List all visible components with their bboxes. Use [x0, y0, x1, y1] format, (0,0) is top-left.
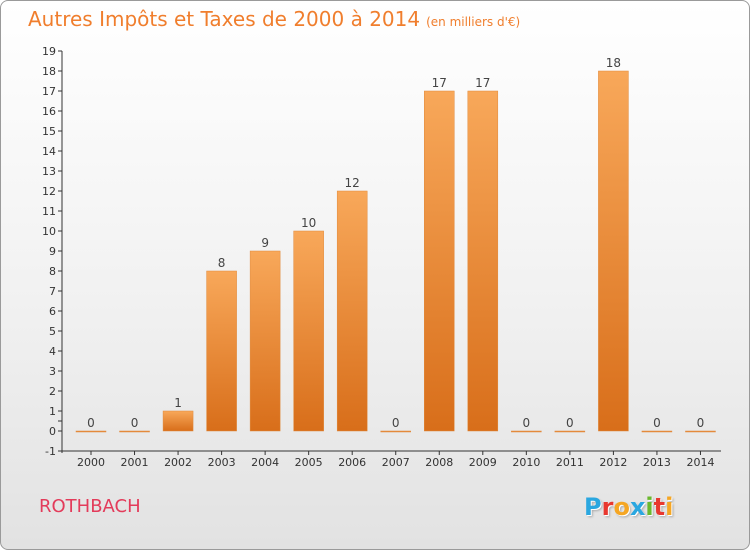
data-label-2003: 8	[218, 256, 226, 270]
bar-2006	[336, 190, 368, 432]
commune-name: ROTHBACH	[39, 496, 141, 517]
y-tick-label: 14	[42, 145, 56, 158]
y-tick-label: 19	[42, 45, 56, 58]
y-tick-label: 7	[49, 285, 56, 298]
logo-letter: x	[629, 493, 646, 521]
chart-bars	[75, 70, 716, 433]
proxiti-logo: Proxiti	[584, 493, 673, 521]
x-tick-label-2010: 2010	[512, 456, 540, 469]
x-tick-label-2004: 2004	[251, 456, 279, 469]
logo-letter: P	[584, 493, 602, 521]
y-tick-label: 17	[42, 85, 56, 98]
data-label-2012: 18	[606, 56, 621, 70]
chart-labels: 0 2000 0 2001 1 2002 8 2003 9 2004 10 2005 12 2006 0 20…	[77, 56, 714, 469]
bar-2003	[206, 270, 237, 432]
y-tick-label: 16	[42, 105, 56, 118]
x-tick-label-2008: 2008	[425, 456, 453, 469]
logo-letter: o	[613, 493, 630, 521]
y-tick-label: 0	[49, 425, 56, 438]
logo-letter: i	[645, 493, 654, 521]
logo-letter: r	[601, 493, 614, 521]
bar-2001	[119, 430, 150, 433]
x-tick-label-2011: 2011	[556, 456, 584, 469]
x-tick-label-2002: 2002	[164, 456, 192, 469]
data-label-2007: 0	[392, 416, 400, 430]
bar-2008	[424, 90, 455, 432]
y-tick-label: 2	[49, 385, 56, 398]
bar-2013	[641, 430, 673, 433]
data-label-2005: 10	[301, 216, 316, 230]
data-label-2013: 0	[653, 416, 661, 430]
x-tick-label-2005: 2005	[295, 456, 323, 469]
y-tick-label: 4	[49, 345, 56, 358]
x-tick-label-2014: 2014	[686, 456, 714, 469]
data-label-2008: 17	[432, 76, 447, 90]
x-tick-label-2007: 2007	[382, 456, 410, 469]
y-tick-label: 1	[49, 405, 56, 418]
x-tick-label-2003: 2003	[208, 456, 236, 469]
data-label-2011: 0	[566, 416, 574, 430]
bar-2010	[511, 430, 542, 433]
x-tick-label-2013: 2013	[643, 456, 671, 469]
chart-title-text: Autres Impôts et Taxes de 2000 à 2014	[28, 7, 421, 31]
x-tick-label-2006: 2006	[338, 456, 366, 469]
y-tick-label: 18	[42, 65, 56, 78]
y-tick-label: 6	[49, 305, 56, 318]
y-tick-label: 3	[49, 365, 56, 378]
chart-title: Autres Impôts et Taxes de 2000 à 2014 (en…	[28, 7, 520, 31]
bar-2000	[75, 430, 107, 433]
y-tick-label: 8	[49, 265, 56, 278]
y-tick-label: 10	[42, 225, 56, 238]
logo-letter: t	[653, 493, 666, 521]
x-tick-label-2000: 2000	[77, 456, 105, 469]
data-label-2002: 1	[174, 396, 182, 410]
y-tick-label: 12	[42, 185, 56, 198]
x-tick-label-2012: 2012	[599, 456, 627, 469]
data-label-2014: 0	[697, 416, 705, 430]
bar-2002	[162, 410, 194, 432]
data-label-2000: 0	[87, 416, 95, 430]
bar-2005	[293, 230, 324, 432]
chart-unit: (en milliers d'€)	[426, 15, 521, 29]
bar-2012	[598, 70, 629, 432]
data-label-2001: 0	[131, 416, 139, 430]
y-tick-label: -1	[45, 445, 56, 458]
data-label-2004: 9	[261, 236, 269, 250]
x-tick-label-2009: 2009	[469, 456, 497, 469]
y-tick-label: 5	[49, 325, 56, 338]
data-label-2009: 17	[475, 76, 490, 90]
logo-letter: i	[665, 493, 674, 521]
bar-2011	[554, 430, 586, 433]
bar-2004	[249, 250, 281, 432]
bar-2014	[685, 430, 716, 433]
y-tick-label: 15	[42, 125, 56, 138]
data-label-2010: 0	[523, 416, 531, 430]
y-tick-label: 11	[42, 205, 56, 218]
y-tick-label: 9	[49, 245, 56, 258]
x-tick-label-2001: 2001	[121, 456, 149, 469]
bar-2009	[467, 90, 499, 432]
bar-2007	[380, 430, 411, 433]
y-tick-label: 13	[42, 165, 56, 178]
data-label-2006: 12	[345, 176, 360, 190]
